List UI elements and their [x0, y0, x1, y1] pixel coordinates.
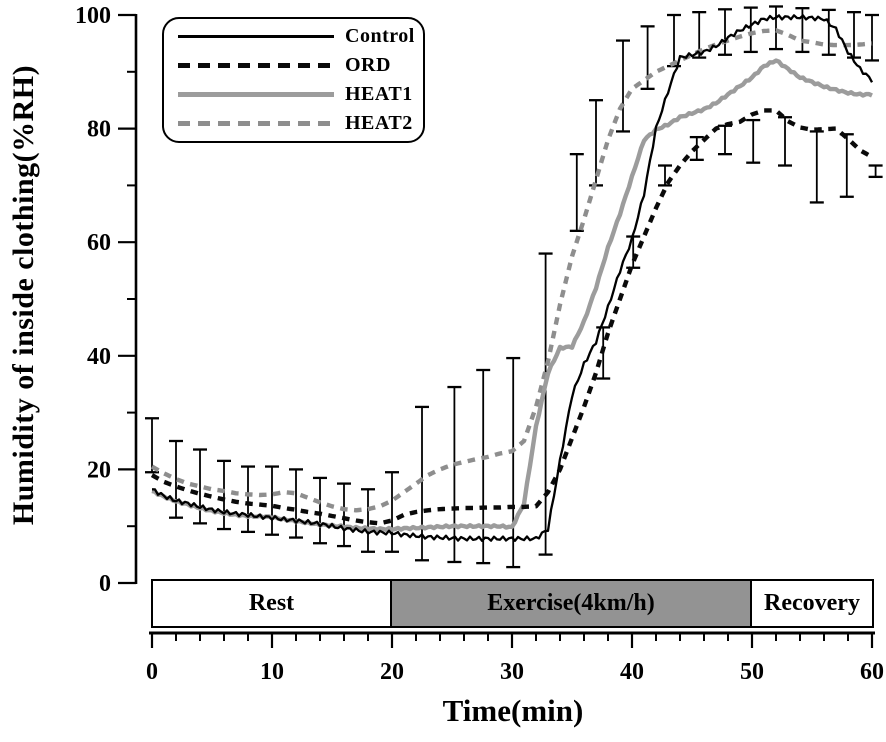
- x-tick-label: 40: [620, 659, 644, 685]
- y-tick-label: 20: [87, 457, 111, 483]
- x-tick-label: 20: [380, 659, 404, 685]
- x-tick-label: 10: [260, 659, 284, 685]
- x-tick-label: 30: [500, 659, 524, 685]
- legend-item-heat2: HEAT2: [178, 112, 423, 135]
- phase-label-recovery: Recovery: [764, 590, 860, 616]
- phase-band-exercise: Exercise(4km/h): [390, 579, 752, 628]
- x-tick-label: 60: [860, 659, 884, 685]
- y-tick-label: 80: [87, 117, 111, 143]
- legend-item-ord: ORD: [178, 54, 423, 77]
- y-tick-label: 0: [99, 571, 111, 597]
- series-line-heat2: [150, 28, 873, 513]
- y-tick-label: 100: [75, 3, 111, 29]
- legend-line-sample-heat2: [178, 121, 334, 126]
- legend-label-control: Control: [345, 25, 415, 47]
- x-tick-label: 50: [740, 659, 764, 685]
- phase-band-recovery: Recovery: [750, 579, 874, 628]
- legend-line-sample-control: [178, 35, 334, 38]
- legend-box: Control ORD HEAT1 HEAT2: [162, 17, 425, 143]
- y-tick-label: 40: [87, 344, 111, 370]
- legend-line-sample-heat1: [178, 92, 334, 97]
- x-axis-title: Time(min): [442, 693, 584, 728]
- phase-label-exercise: Exercise(4km/h): [487, 590, 655, 616]
- x-tick-label: 0: [146, 659, 158, 685]
- legend-label-ord: ORD: [345, 54, 391, 76]
- legend-item-heat1: HEAT1: [178, 83, 423, 106]
- legend-label-heat1: HEAT1: [345, 83, 413, 105]
- legend-item-control: Control: [178, 25, 423, 48]
- series-line-ord: [150, 108, 874, 526]
- phase-band-rest: Rest: [151, 579, 392, 628]
- legend-label-heat2: HEAT2: [345, 112, 413, 134]
- series-line-control: [151, 14, 874, 542]
- legend-line-sample-ord: [178, 63, 334, 68]
- phase-label-rest: Rest: [248, 590, 295, 616]
- y-tick-label: 60: [87, 230, 111, 256]
- y-axis-title: Humidity of inside clothing(%RH): [7, 64, 40, 526]
